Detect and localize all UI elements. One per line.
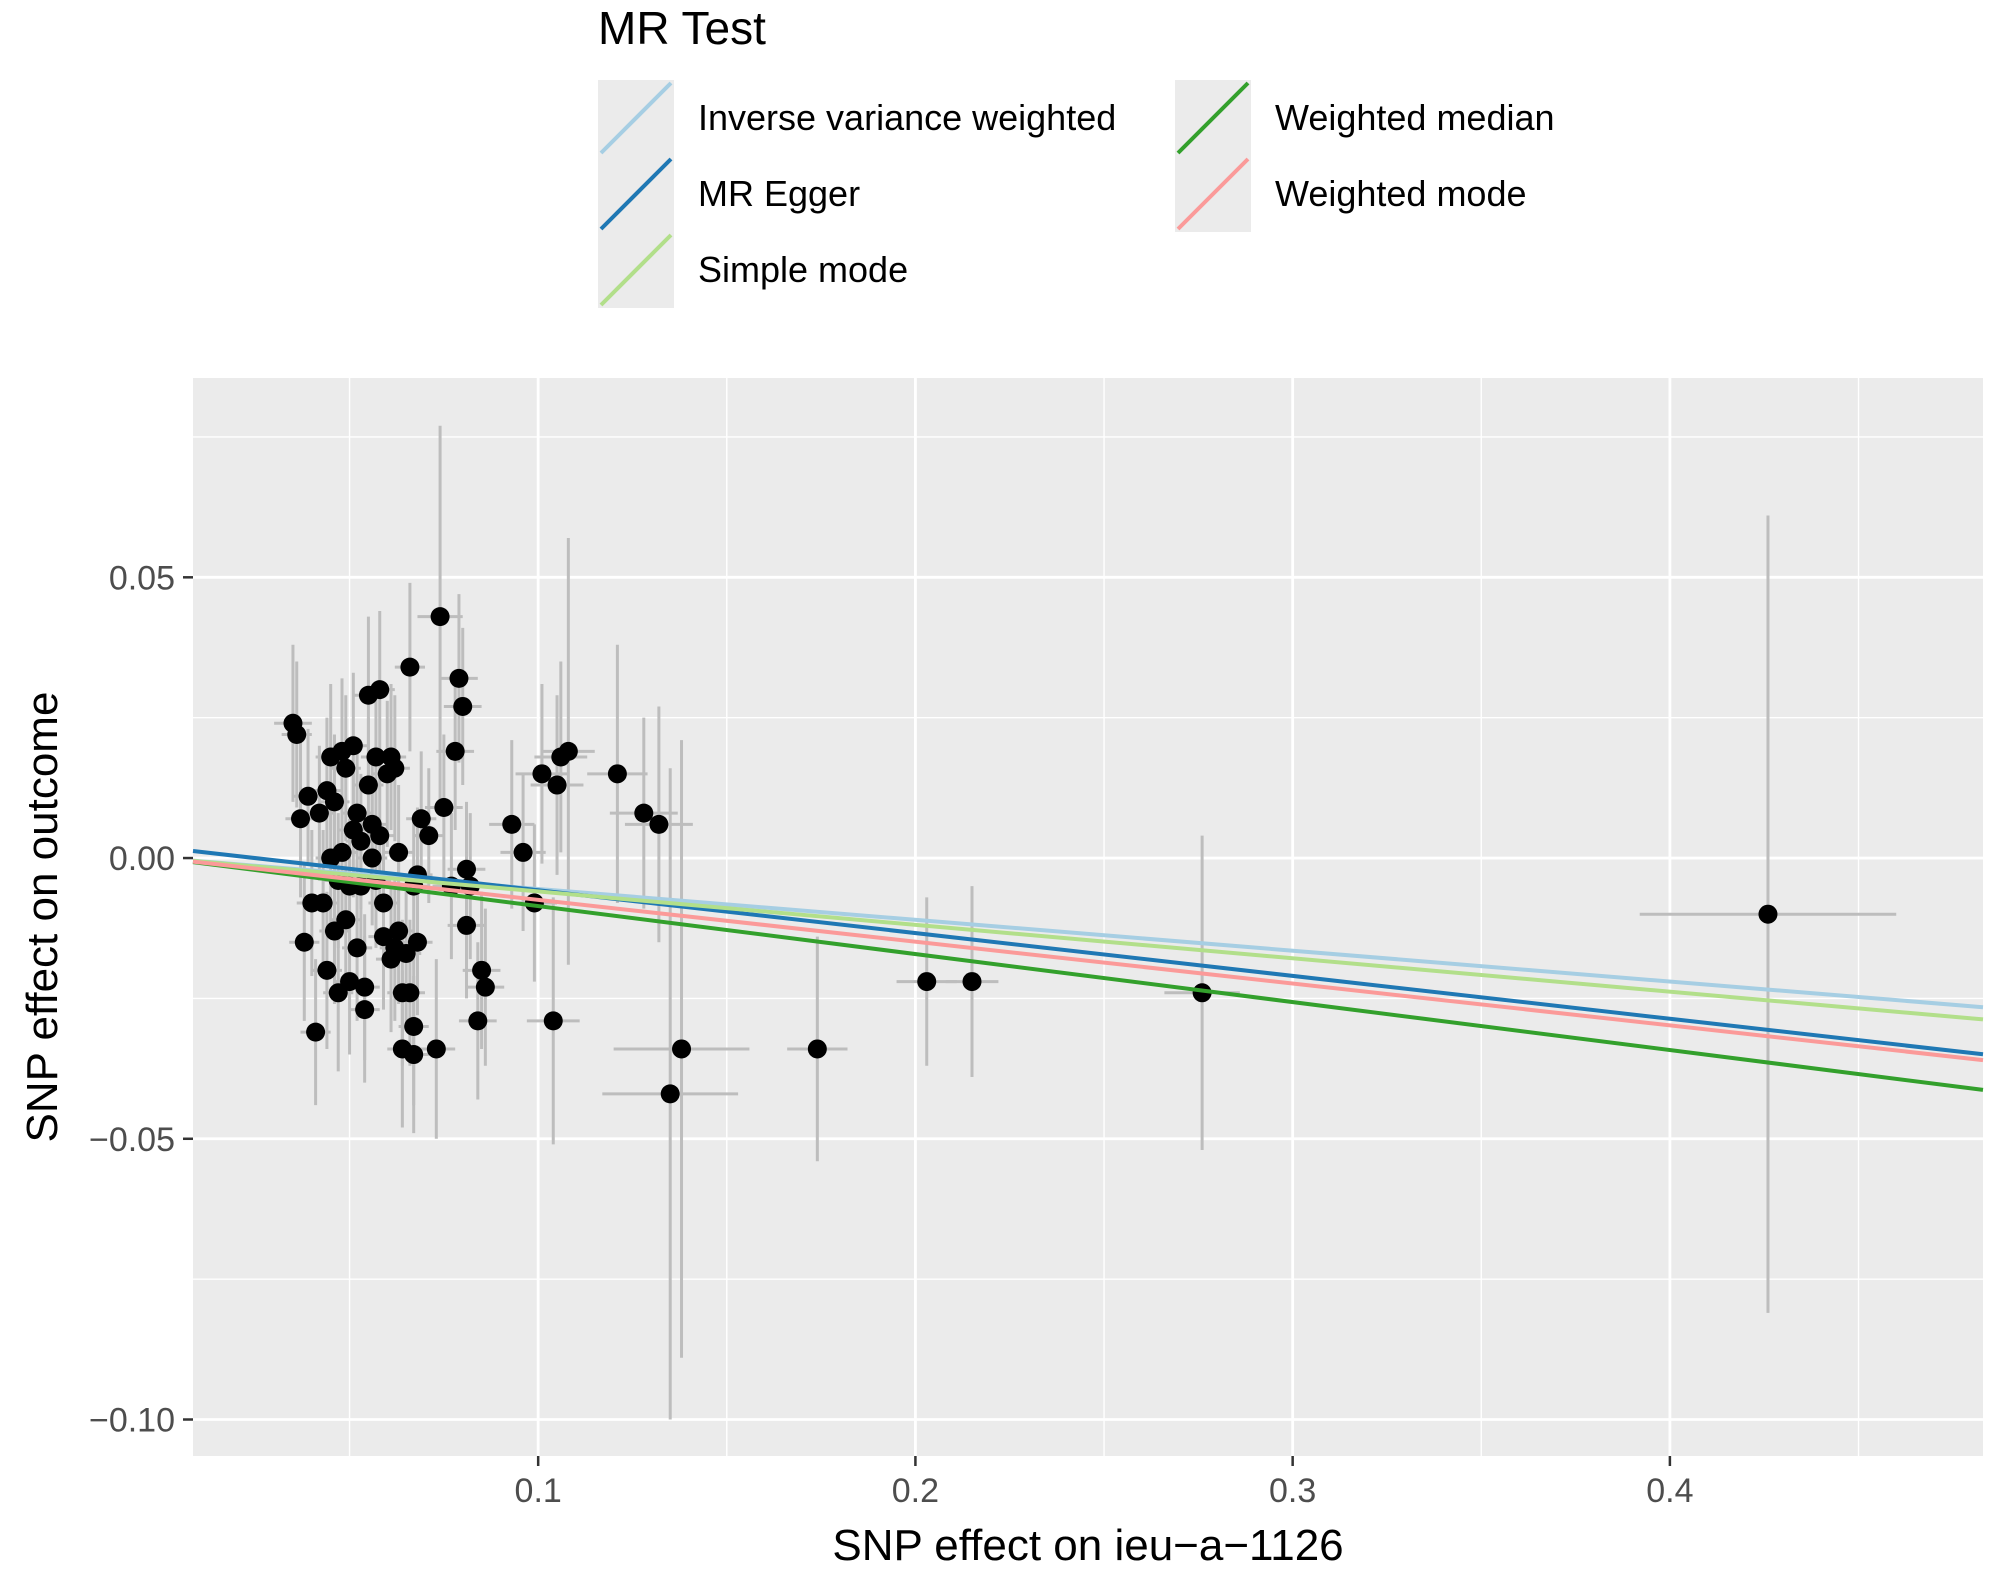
legend-label-mr-egger: MR Egger (698, 173, 860, 214)
legend-swatch-simple-mode (599, 233, 673, 307)
legend-label-ivw: Inverse variance weighted (698, 97, 1116, 138)
data-point (374, 893, 394, 913)
data-point (607, 764, 627, 784)
data-point (456, 915, 476, 935)
grid-major (193, 378, 1983, 1456)
legend-entry-mr-egger: MR Egger (598, 156, 860, 232)
data-point (366, 747, 386, 767)
data-point (634, 803, 654, 823)
x-axis: 0.1 0.2 0.3 0.4 (515, 1456, 1694, 1510)
legend-swatch-weighted-mode (1176, 157, 1250, 231)
regression-line-weighted-median (192, 860, 1984, 1092)
legend-swatch-weighted-median (1176, 81, 1250, 155)
data-point (358, 775, 378, 795)
legend-swatch-mr-egger (599, 157, 673, 231)
data-point (306, 1022, 326, 1042)
legend: MR Test Inverse variance weighted MR Egg… (598, 2, 1555, 308)
data-point (370, 826, 390, 846)
data-point (502, 814, 522, 834)
data-point (298, 786, 318, 806)
data-point (336, 758, 356, 778)
data-point (317, 960, 337, 980)
data-point (449, 668, 469, 688)
data-point (917, 972, 937, 992)
y-tick-label: −0.05 (89, 1121, 175, 1159)
x-tick-label: 0.3 (1269, 1472, 1316, 1510)
y-tick-label: 0.00 (109, 840, 175, 878)
data-point (351, 831, 371, 851)
data-point (370, 680, 390, 700)
data-point (411, 809, 431, 829)
data-point (400, 657, 420, 677)
legend-label-simple-mode: Simple mode (698, 249, 908, 290)
data-point (347, 938, 367, 958)
y-axis: 0.05 0.00 −0.05 −0.10 (89, 559, 193, 1440)
grid-minor (193, 378, 1983, 1456)
data-point (649, 814, 669, 834)
data-point (468, 1011, 488, 1031)
data-point (347, 803, 367, 823)
data-point (807, 1039, 827, 1059)
data-point (389, 842, 409, 862)
data-point (313, 893, 333, 913)
data-point (558, 741, 578, 761)
data-point (287, 725, 307, 745)
data-point (962, 972, 982, 992)
data-point (385, 758, 405, 778)
data-point (389, 921, 409, 941)
data-point (453, 696, 473, 716)
data-point (475, 977, 495, 997)
x-tick-label: 0.4 (1646, 1472, 1693, 1510)
data-point (324, 792, 344, 812)
data-point (340, 972, 360, 992)
y-tick-label: −0.10 (89, 1402, 175, 1440)
data-point (472, 960, 492, 980)
data-point (445, 741, 465, 761)
legend-label-weighted-mode: Weighted mode (1275, 173, 1527, 214)
legend-entry-weighted-median: Weighted median (1175, 80, 1555, 156)
legend-entry-weighted-mode: Weighted mode (1175, 156, 1527, 232)
y-axis-label: SNP effect on outcome (18, 692, 67, 1143)
data-point (355, 977, 375, 997)
data-point (419, 826, 439, 846)
data-point (660, 1084, 680, 1104)
legend-entry-ivw: Inverse variance weighted (598, 80, 1116, 156)
plot-panel (193, 378, 1983, 1456)
y-tick-label: 0.05 (109, 559, 175, 597)
data-point (362, 848, 382, 868)
data-point (547, 775, 567, 795)
data-point (355, 1000, 375, 1020)
regression-lines (192, 849, 1984, 1092)
data-point (456, 859, 476, 879)
x-tick-label: 0.1 (515, 1472, 562, 1510)
data-point (309, 803, 329, 823)
data-point (543, 1011, 563, 1031)
legend-entry-simple-mode: Simple mode (598, 232, 908, 308)
data-point (407, 932, 427, 952)
data-point (294, 932, 314, 952)
data-point (426, 1039, 446, 1059)
data-point (672, 1039, 692, 1059)
data-point (1758, 904, 1778, 924)
x-tick-label: 0.2 (892, 1472, 939, 1510)
data-point (404, 1045, 424, 1065)
data-point (513, 842, 533, 862)
regression-line-mr-egger (192, 849, 1984, 1057)
data-point (434, 798, 454, 818)
legend-label-weighted-median: Weighted median (1275, 97, 1555, 138)
data-point (532, 764, 552, 784)
legend-swatch-ivw (599, 81, 673, 155)
data-point (336, 910, 356, 930)
data-point (343, 736, 363, 756)
regression-line-simple-mode (192, 858, 1984, 1022)
data-point (404, 1016, 424, 1036)
x-axis-label: SNP effect on ieu−a−1126 (832, 1521, 1343, 1570)
data-point (332, 842, 352, 862)
legend-title: MR Test (598, 2, 766, 54)
data-point (400, 983, 420, 1003)
regression-line-weighted-mode (192, 859, 1984, 1063)
data-point (430, 607, 450, 627)
data-point (291, 809, 311, 829)
